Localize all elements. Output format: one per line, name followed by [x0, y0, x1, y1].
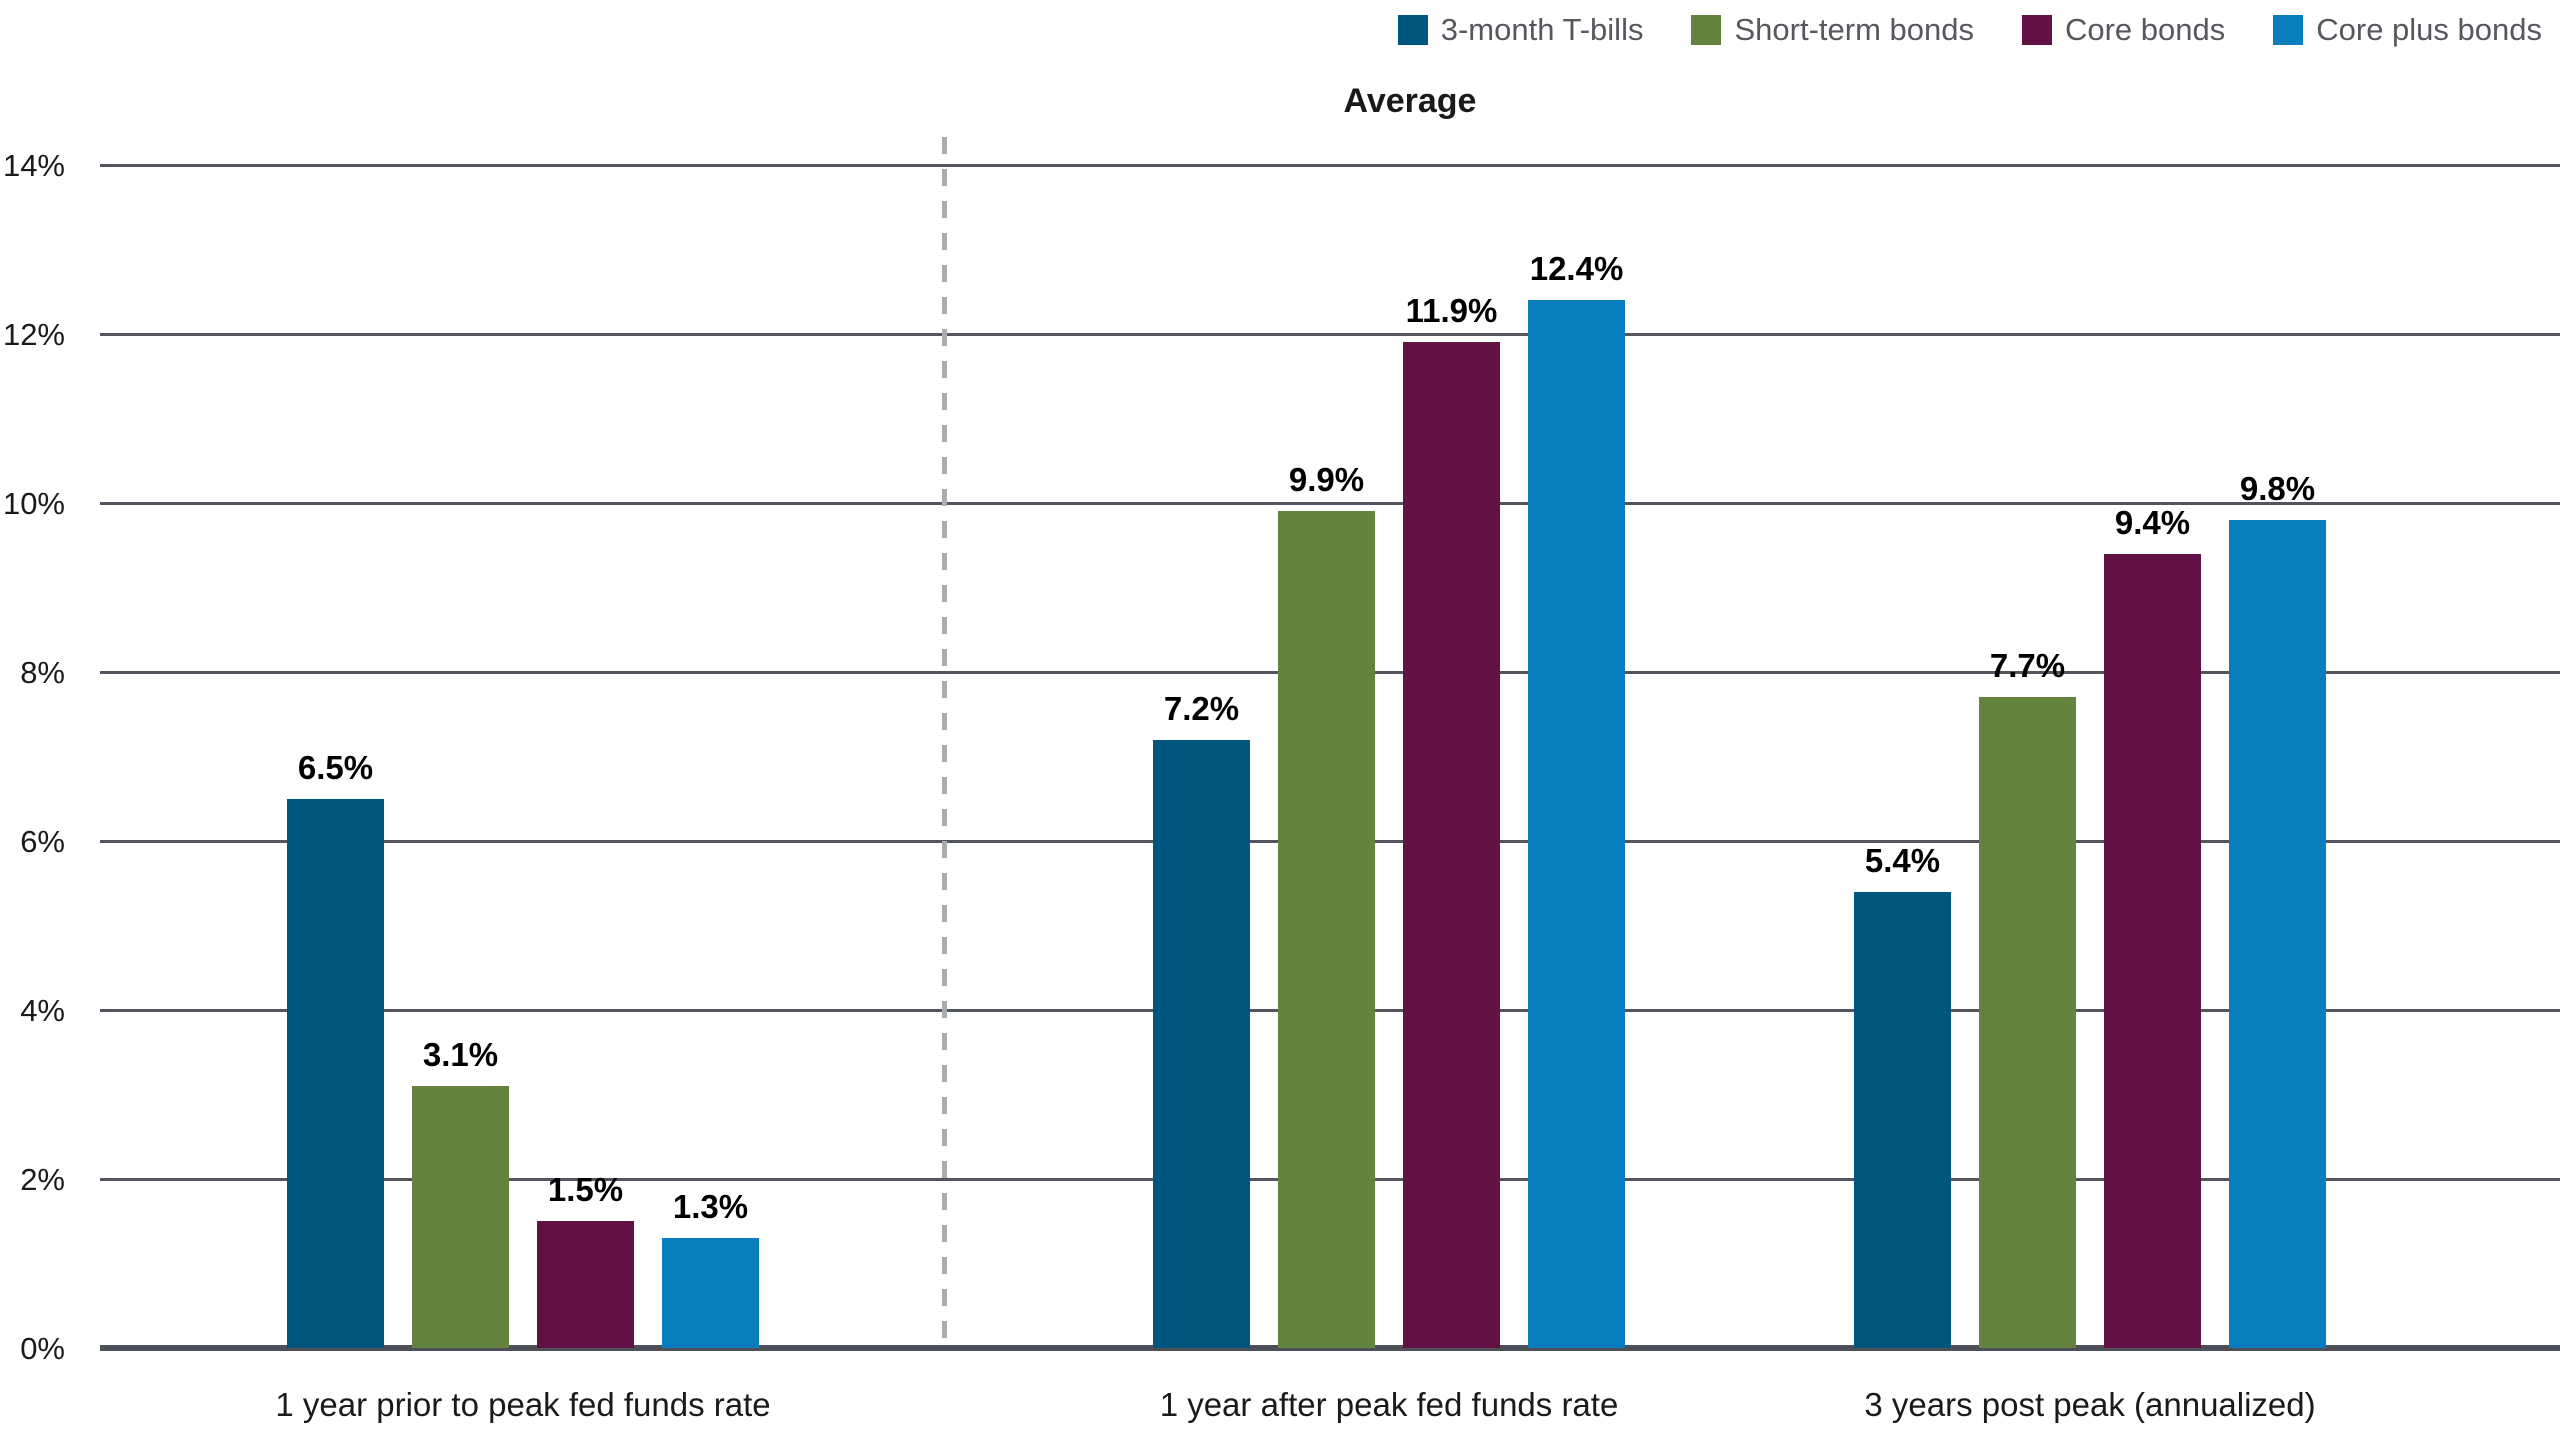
category-label: 3 years post peak (annualized): [1864, 1386, 2316, 1423]
bar-value-label: 11.9%: [1405, 292, 1498, 330]
legend-label: Core plus bonds: [2316, 12, 2542, 47]
bar: [1278, 511, 1375, 1348]
gridline: [100, 501, 2560, 505]
bar: [1528, 300, 1625, 1348]
y-axis-tick-label: 6%: [20, 824, 65, 859]
legend-item: Core bonds: [2021, 12, 2226, 48]
bar-value-label: 9.8%: [2239, 469, 2316, 507]
plot-area: 0% 2% 4% 6% 8% 10% 12% 14% 6.5% 3.1% 1.5% 1.3% 1 yea…: [3, 137, 2560, 1423]
legend-swatch: [1397, 15, 1428, 45]
legend-label: Short-term bonds: [1734, 12, 1974, 47]
legend-item: Core plus bonds: [2273, 12, 2542, 48]
legend-label: Core bonds: [2064, 12, 2226, 47]
bar: [287, 798, 384, 1348]
bar-value-label: 1.3%: [672, 1188, 749, 1226]
y-axis-tick-label: 4%: [20, 993, 65, 1028]
bar-value-label: 5.4%: [1864, 841, 1941, 879]
bar-value-label: 3.1%: [422, 1036, 499, 1074]
legend: 3-month T-bills Short-term bonds Core bond…: [1397, 12, 2542, 48]
bar-value-label: 6.5%: [297, 748, 374, 786]
y-axis-tick-label: 10%: [2, 486, 65, 521]
bar: [1854, 891, 1951, 1348]
category-label: 1 year prior to peak fed funds rate: [275, 1386, 771, 1423]
panel-divider-dashed-line: [942, 137, 947, 1348]
legend-swatch: [2273, 15, 2304, 45]
y-axis-tick-label: 0%: [20, 1331, 65, 1366]
bar-value-label: 12.4%: [1529, 250, 1624, 288]
legend-swatch: [2021, 15, 2052, 45]
category-label: 1 year after peak fed funds rate: [1159, 1386, 1619, 1423]
y-axis-tick-label: 12%: [2, 317, 65, 352]
gridline: [100, 332, 2560, 336]
legend-label: 3-month T-bills: [1440, 12, 1644, 47]
bar: [537, 1221, 634, 1348]
legend-item: Short-term bonds: [1691, 12, 1974, 48]
legend-swatch: [1691, 15, 1722, 45]
bar: [1153, 739, 1250, 1348]
bar: [1979, 697, 2076, 1348]
chart-title: Average: [1343, 82, 1477, 120]
bar-value-label: 7.7%: [1989, 647, 2066, 685]
gridline: [100, 163, 2560, 167]
bar-value-label: 9.4%: [2114, 503, 2191, 541]
legend-item: 3-month T-bills: [1397, 12, 1644, 48]
y-axis-tick-label: 8%: [20, 655, 65, 690]
y-axis-tick-label: 14%: [2, 148, 65, 183]
bar-value-label: 9.9%: [1288, 461, 1365, 499]
bar-value-label: 1.5%: [547, 1171, 624, 1209]
bar: [2229, 519, 2326, 1348]
bar: [412, 1086, 509, 1348]
bar: [2104, 553, 2201, 1348]
x-axis-line: [100, 1345, 2560, 1351]
bar: [1403, 342, 1500, 1348]
bar: [662, 1238, 759, 1348]
y-axis-tick-label: 2%: [20, 1162, 65, 1197]
bar-value-label: 7.2%: [1163, 689, 1240, 727]
